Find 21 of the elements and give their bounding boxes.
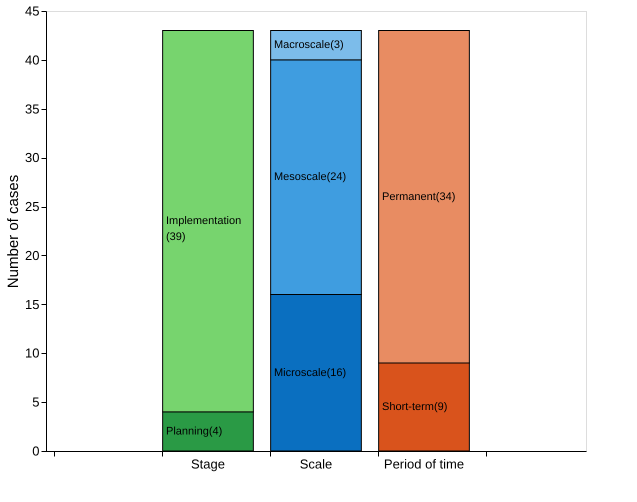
data-label: Implementation (39)	[166, 215, 242, 244]
y-tick-label: 0	[32, 444, 40, 458]
y-tick-label: 30	[25, 150, 40, 166]
data-label: Macroscale(3)	[274, 39, 344, 52]
x-tick-label: Stage	[191, 456, 225, 472]
x-tick-label: Period of time	[384, 456, 464, 472]
y-tick-label: 35	[25, 101, 40, 116]
y-tick-label: 20	[25, 248, 40, 263]
y-tick-label: 45	[25, 4, 40, 18]
y-tick-label: 40	[25, 52, 40, 68]
data-label: Mesoscale(24)	[274, 171, 346, 184]
y-tick-label: 25	[25, 199, 40, 214]
y-axis-title: Number of cases	[5, 174, 22, 288]
data-label: Short-term(9)	[382, 401, 448, 413]
y-tick-label: 5	[32, 394, 40, 410]
data-label: Planning(4)	[166, 425, 222, 438]
data-label: Microscale(16)	[274, 366, 346, 379]
data-label: Permanent(34)	[382, 190, 456, 203]
y-tick-label: 15	[25, 296, 40, 312]
x-tick-label: Scale	[300, 456, 332, 472]
y-tick-label: 10	[25, 346, 40, 361]
